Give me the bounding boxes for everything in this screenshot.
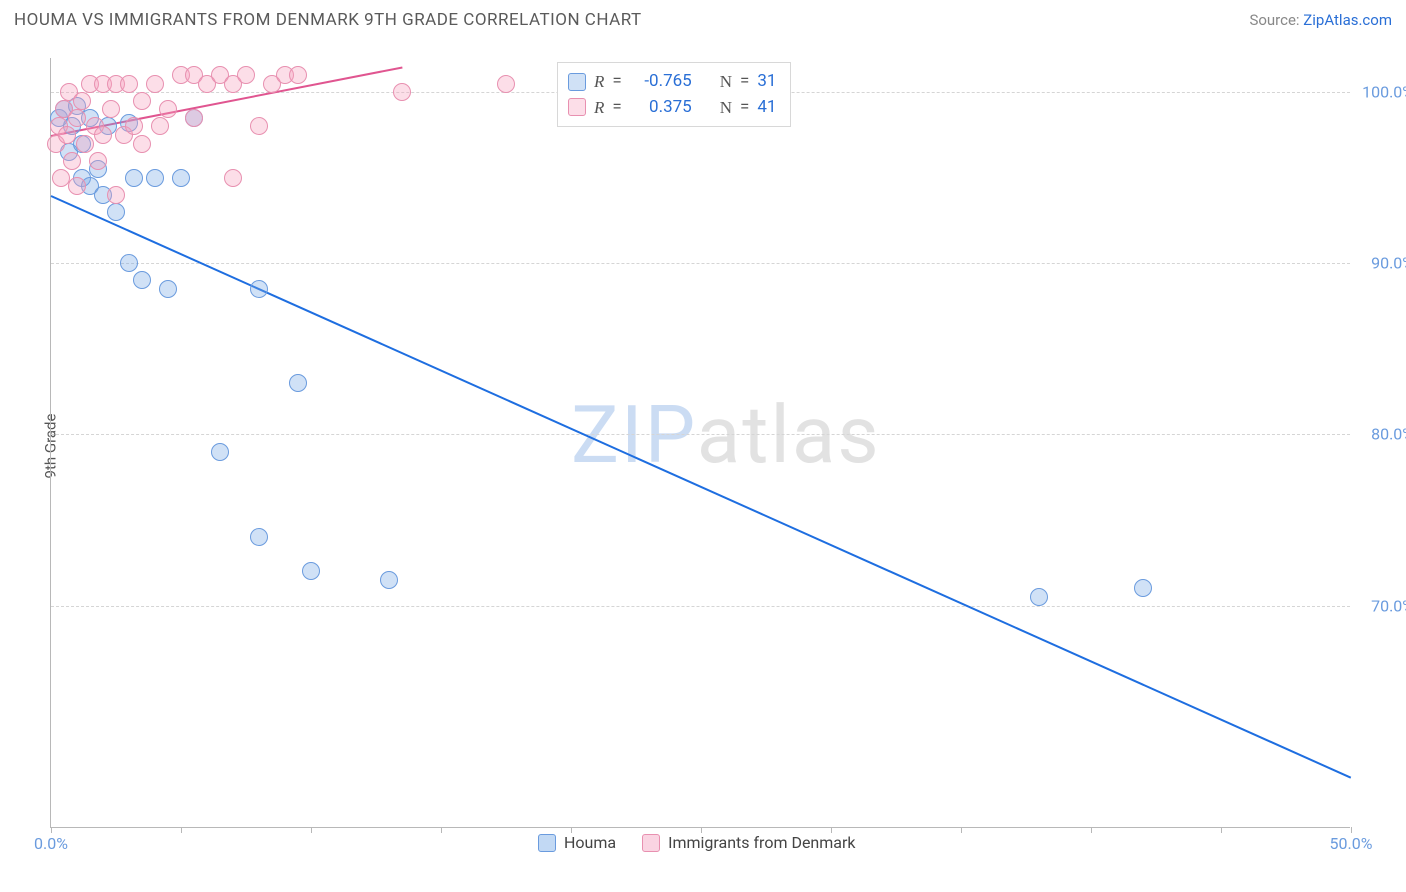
data-point — [211, 443, 229, 461]
x-tick — [441, 827, 442, 833]
eq: = — [740, 95, 749, 121]
data-point — [380, 571, 398, 589]
data-point — [393, 83, 411, 101]
data-point — [159, 100, 177, 118]
data-point — [120, 254, 138, 272]
data-point — [107, 203, 125, 221]
data-point — [146, 75, 164, 93]
n-value: 41 — [757, 95, 776, 121]
gridline-h — [51, 606, 1350, 607]
r-symbol: R — [594, 95, 604, 121]
data-point — [107, 186, 125, 204]
data-point — [250, 280, 268, 298]
source-prefix: Source: — [1249, 11, 1303, 29]
data-point — [58, 126, 76, 144]
data-point — [151, 117, 169, 135]
x-tick — [1221, 827, 1222, 833]
x-tick — [1091, 827, 1092, 833]
r-value: 0.375 — [630, 95, 692, 121]
gridline-h — [51, 434, 1350, 435]
data-point — [133, 271, 151, 289]
y-tick-label: 80.0% — [1371, 425, 1406, 444]
data-point — [125, 117, 143, 135]
data-point — [63, 152, 81, 170]
eq: = — [740, 69, 749, 95]
r-symbol: R — [594, 69, 604, 95]
data-point — [89, 152, 107, 170]
data-point — [497, 75, 515, 93]
x-tick — [311, 827, 312, 833]
stats-legend: R = -0.765 N = 31 R = 0.375 N = 41 — [557, 62, 791, 127]
data-point — [120, 75, 138, 93]
data-point — [133, 92, 151, 110]
r-value: -0.765 — [630, 69, 692, 95]
y-tick-label: 90.0% — [1371, 254, 1406, 273]
n-value: 31 — [757, 69, 776, 95]
x-tick — [51, 827, 52, 833]
header: HOUMA VS IMMIGRANTS FROM DENMARK 9TH GRA… — [0, 0, 1406, 34]
chart-title: HOUMA VS IMMIGRANTS FROM DENMARK 9TH GRA… — [14, 10, 642, 30]
data-point — [185, 109, 203, 127]
data-point — [302, 562, 320, 580]
x-tick-label: 0.0% — [34, 834, 68, 853]
x-tick — [181, 827, 182, 833]
y-tick-label: 70.0% — [1371, 596, 1406, 615]
data-point — [133, 135, 151, 153]
x-tick — [1351, 827, 1352, 833]
stats-legend-row: R = 0.375 N = 41 — [568, 95, 776, 121]
eq: = — [612, 95, 621, 121]
stats-legend-row: R = -0.765 N = 31 — [568, 69, 776, 95]
legend-label: Immigrants from Denmark — [668, 833, 855, 852]
data-point — [159, 280, 177, 298]
data-point — [146, 169, 164, 187]
data-point — [76, 135, 94, 153]
data-point — [224, 169, 242, 187]
source-label: Source: ZipAtlas.com — [1249, 11, 1392, 29]
legend-label: Houma — [564, 833, 616, 852]
data-point — [250, 117, 268, 135]
data-point — [68, 109, 86, 127]
legend-swatch — [568, 98, 586, 116]
eq: = — [612, 69, 621, 95]
data-point — [94, 126, 112, 144]
source-link[interactable]: ZipAtlas.com — [1303, 11, 1392, 29]
data-point — [250, 528, 268, 546]
data-point — [73, 92, 91, 110]
x-tick — [961, 827, 962, 833]
data-point — [102, 100, 120, 118]
data-point — [1030, 588, 1048, 606]
n-symbol: N — [720, 69, 732, 95]
data-point — [1134, 579, 1152, 597]
legend-swatch — [568, 73, 586, 91]
data-point — [172, 169, 190, 187]
data-point — [289, 66, 307, 84]
legend-swatch — [642, 834, 660, 852]
x-tick-label: 50.0% — [1330, 834, 1373, 853]
y-tick-label: 100.0% — [1362, 83, 1406, 102]
trend-line — [51, 195, 1352, 779]
legend-swatch — [538, 834, 556, 852]
data-point — [237, 66, 255, 84]
gridline-h — [51, 263, 1350, 264]
data-point — [289, 374, 307, 392]
n-symbol: N — [720, 95, 732, 121]
scatter-plot: ZIPatlas 70.0%80.0%90.0%100.0%0.0%50.0% — [50, 58, 1350, 828]
data-point — [125, 169, 143, 187]
series-legend: Houma Immigrants from Denmark — [520, 833, 856, 852]
data-point — [68, 177, 86, 195]
